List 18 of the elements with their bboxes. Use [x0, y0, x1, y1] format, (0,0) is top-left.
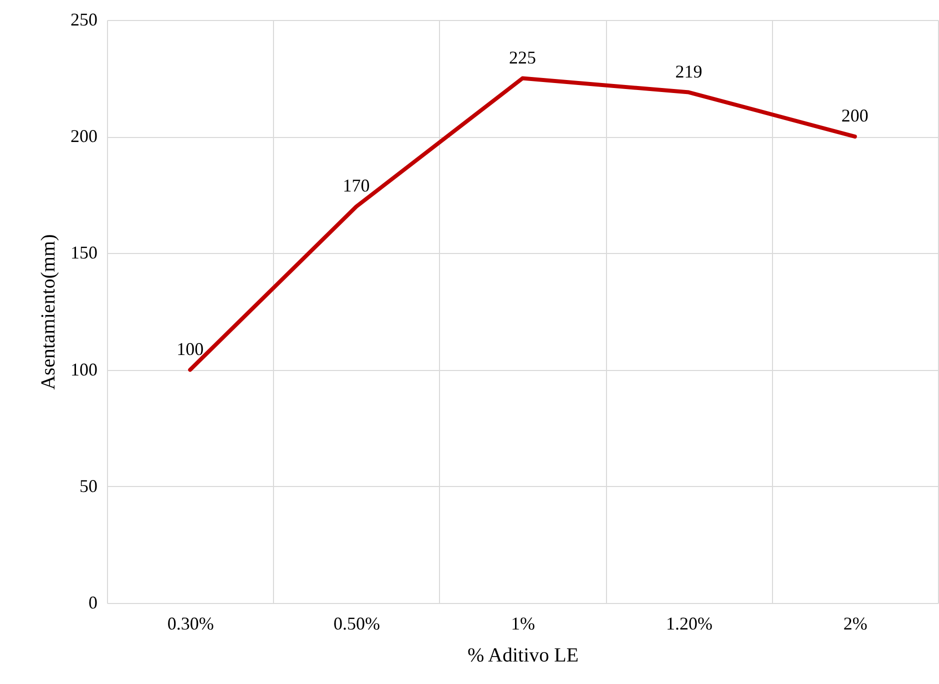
- x-tick-label: 0.30%: [167, 614, 214, 634]
- data-label: 170: [342, 176, 370, 196]
- x-tick-label: 0.50%: [334, 614, 380, 634]
- y-tick-label: 50: [80, 476, 98, 496]
- x-tick-label: 2%: [843, 614, 868, 634]
- y-tick-label: 150: [70, 242, 98, 263]
- data-label: 200: [841, 106, 868, 126]
- y-axis-title: Asentamiento(mm): [38, 234, 60, 390]
- y-tick-label: 250: [70, 10, 98, 30]
- y-tick-label: 100: [70, 359, 98, 380]
- data-label: 219: [675, 61, 702, 82]
- x-axis-title: % Aditivo LE: [467, 644, 579, 666]
- x-tick-label: 1.20%: [666, 614, 712, 634]
- x-tick-label: 1%: [511, 614, 535, 634]
- y-tick-label: 200: [70, 126, 98, 146]
- y-tick-label: 0: [88, 592, 98, 612]
- data-label: 100: [176, 338, 204, 359]
- data-label: 225: [509, 47, 536, 68]
